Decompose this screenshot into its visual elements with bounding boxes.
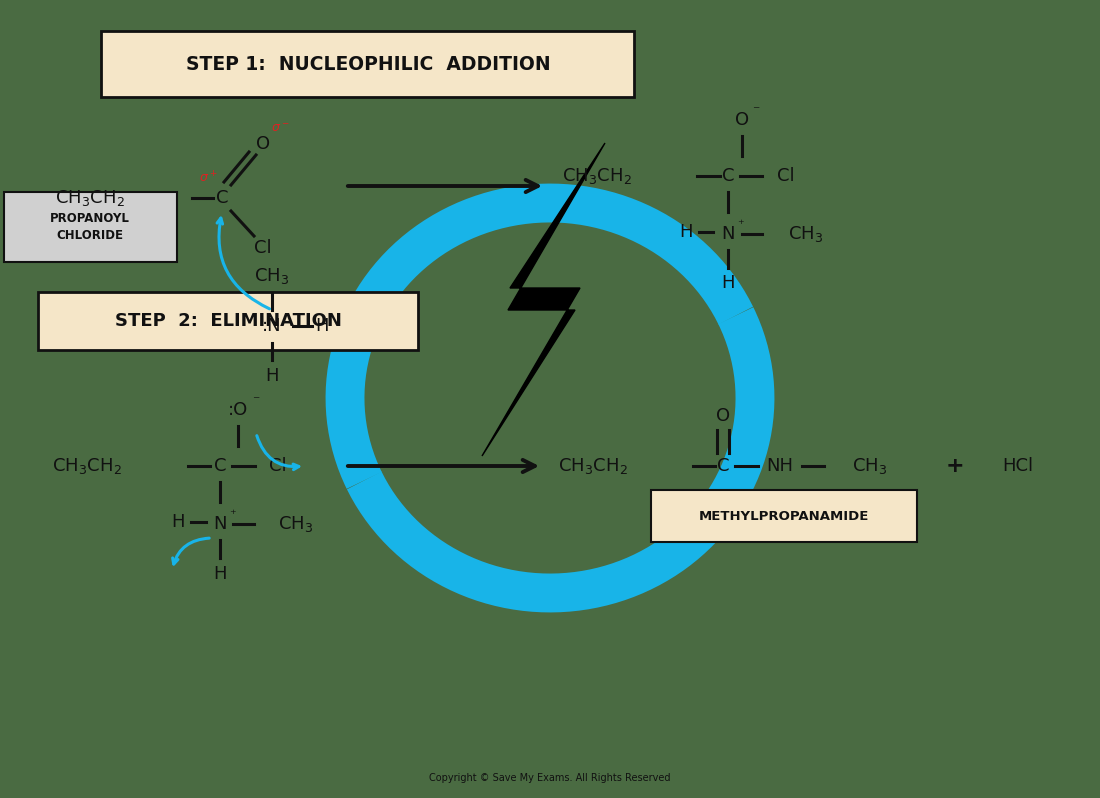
Text: CH$_3$: CH$_3$ <box>852 456 888 476</box>
Text: H: H <box>265 367 278 385</box>
Text: ⁺: ⁺ <box>737 218 744 231</box>
FancyBboxPatch shape <box>39 292 418 350</box>
Text: C: C <box>717 457 729 475</box>
Text: H: H <box>316 317 329 335</box>
Text: H: H <box>680 223 693 241</box>
Text: :O: :O <box>228 401 249 419</box>
FancyBboxPatch shape <box>651 490 917 542</box>
Text: $\sigma^-$: $\sigma^-$ <box>271 121 289 135</box>
Text: Cl: Cl <box>778 167 795 185</box>
Text: HCl: HCl <box>1002 457 1034 475</box>
Text: N: N <box>213 515 227 533</box>
Text: CH$_3$: CH$_3$ <box>254 266 289 286</box>
Text: $\sigma^+$: $\sigma^+$ <box>199 170 218 186</box>
Text: Copyright © Save My Exams. All Rights Reserved: Copyright © Save My Exams. All Rights Re… <box>429 773 671 783</box>
FancyBboxPatch shape <box>101 31 634 97</box>
Text: STEP 1:  NUCLEOPHILIC  ADDITION: STEP 1: NUCLEOPHILIC ADDITION <box>186 54 550 73</box>
FancyBboxPatch shape <box>4 192 177 262</box>
Text: O: O <box>256 135 271 153</box>
Text: C: C <box>213 457 227 475</box>
Text: METHYLPROPANAMIDE: METHYLPROPANAMIDE <box>698 509 869 523</box>
Text: ⁻: ⁻ <box>752 104 760 118</box>
Text: CH$_3$CH$_2$: CH$_3$CH$_2$ <box>562 166 631 186</box>
Text: +: + <box>946 456 965 476</box>
Text: H: H <box>213 565 227 583</box>
Text: :N: :N <box>262 317 282 335</box>
Text: ⁺: ⁺ <box>229 508 235 520</box>
Text: C: C <box>722 167 735 185</box>
Text: CH$_3$: CH$_3$ <box>788 224 823 244</box>
Text: STEP  2:  ELIMINATION: STEP 2: ELIMINATION <box>114 312 341 330</box>
Text: N: N <box>722 225 735 243</box>
Polygon shape <box>482 143 605 456</box>
Text: ⁻: ⁻ <box>252 394 260 408</box>
Text: Cl: Cl <box>270 457 287 475</box>
Text: Cl: Cl <box>254 239 272 257</box>
Text: CH$_3$CH$_2$: CH$_3$CH$_2$ <box>52 456 122 476</box>
Text: H: H <box>722 274 735 292</box>
Text: H: H <box>172 513 185 531</box>
Text: O: O <box>716 407 730 425</box>
Text: PROPANOYL
CHLORIDE: PROPANOYL CHLORIDE <box>51 211 130 243</box>
Text: O: O <box>735 111 749 129</box>
Text: NH: NH <box>767 457 793 475</box>
Text: CH$_3$CH$_2$: CH$_3$CH$_2$ <box>55 188 124 208</box>
Text: CH$_3$: CH$_3$ <box>278 514 314 534</box>
Text: C: C <box>216 189 229 207</box>
Text: CH$_3$CH$_2$: CH$_3$CH$_2$ <box>558 456 628 476</box>
